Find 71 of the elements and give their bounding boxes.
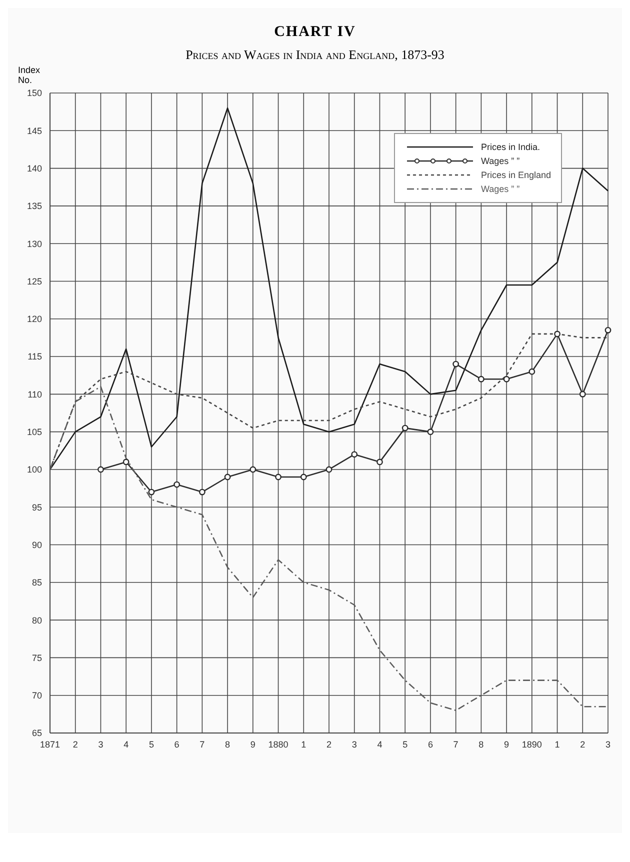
chart-subtitle: Prices and Wages in India and England, 1873-93 (184, 47, 446, 63)
point (300, 474, 307, 480)
point (503, 376, 510, 382)
x-tick-label: 1 (554, 739, 560, 750)
y-tick-label: 135 (26, 201, 42, 212)
x-tick-label: 8 (225, 739, 230, 750)
x-tick-label: 6 (428, 739, 433, 750)
y-tick-label: 70 (32, 690, 42, 701)
point (198, 488, 206, 496)
point (275, 474, 282, 480)
y-tick-label: 110 (28, 389, 42, 400)
y-tick-label: 145 (26, 126, 42, 136)
x-tick-label: 5 (148, 739, 154, 750)
x-tick-label: 4 (124, 739, 129, 750)
y-tick-label: 125 (26, 276, 42, 286)
point (554, 330, 560, 338)
point (174, 481, 180, 488)
x-tick-label: 2 (326, 739, 332, 750)
y-tick-label: 100 (26, 464, 42, 475)
point (351, 451, 358, 458)
point (148, 488, 155, 496)
x-tick-label: 7 (200, 739, 205, 750)
line-series (49, 107, 609, 470)
point (579, 390, 586, 398)
text: Prices in India. (480, 142, 540, 152)
x-tick-label: 2 (72, 739, 78, 750)
y-tick-label: 120 (26, 314, 42, 324)
legend-label: Wages ” ” (480, 156, 520, 166)
point (427, 428, 434, 436)
line-series (49, 386, 609, 712)
x-tick-label: 9 (504, 739, 510, 750)
x-tick-label: 4 (377, 739, 382, 750)
x-tick-label: 1880 (268, 739, 288, 750)
y-tick-label: 130 (26, 238, 42, 249)
x-tick-label: 1871 (40, 739, 60, 750)
y-tick-label: 65 (32, 728, 42, 738)
x-tick-label: 6 (174, 739, 180, 750)
y-tick-label: 80 (32, 615, 42, 626)
y-tick-label: 85 (32, 578, 42, 588)
y-axis-title: Index No. (18, 65, 42, 85)
x-tick-label: 3 (605, 739, 611, 750)
point (376, 458, 383, 466)
x-tick-label: 2 (580, 739, 586, 750)
y-tick-label: 140 (26, 163, 42, 174)
y-tick-label: 95 (32, 502, 42, 512)
text: Wages ” ” (480, 184, 520, 194)
text: Prices in England (480, 170, 551, 180)
chart-title: CHART IV (273, 23, 357, 41)
y-tick-label: 150 (26, 88, 42, 98)
point (604, 326, 612, 334)
point (250, 466, 256, 473)
point (452, 360, 460, 368)
x-tick-label: 8 (478, 739, 484, 750)
x-tick-label: 1890 (522, 739, 542, 750)
point (402, 424, 408, 432)
y-tick-label: 105 (26, 427, 42, 438)
y-tick-label: 90 (32, 540, 42, 550)
y-tick-label: 75 (32, 652, 42, 663)
x-tick-label: 3 (352, 739, 357, 750)
point (122, 458, 130, 466)
x-tick-label: 3 (98, 739, 104, 750)
point (326, 466, 332, 473)
x-tick-label: 7 (453, 739, 458, 750)
point (528, 368, 536, 375)
y-tick-label: 115 (28, 352, 42, 362)
x-tick-label: 5 (402, 739, 408, 750)
point (98, 466, 104, 473)
x-tick-label: 9 (250, 739, 256, 750)
point (478, 376, 484, 382)
x-tick-label: 1 (301, 739, 306, 750)
point (224, 474, 231, 480)
